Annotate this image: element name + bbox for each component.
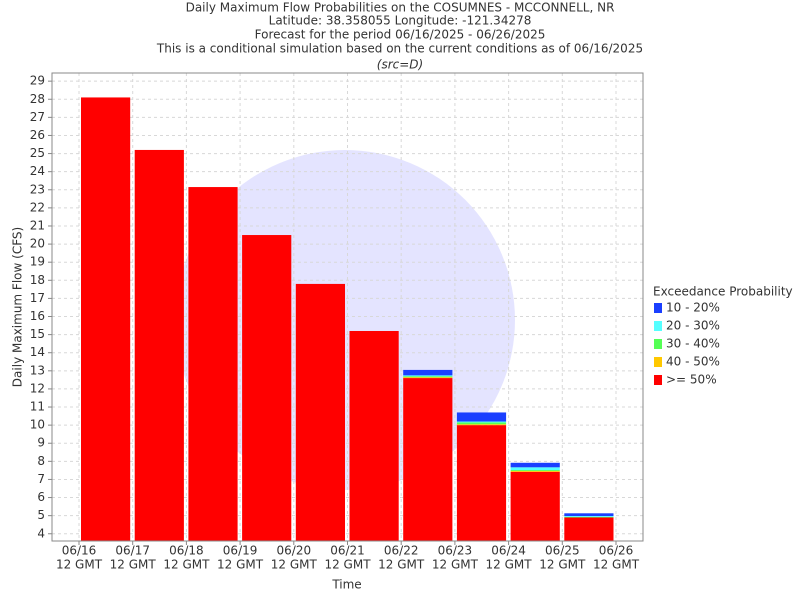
bar-segment <box>81 97 131 541</box>
y-tick-label: 8 <box>37 454 45 468</box>
bar-segment <box>403 375 453 377</box>
y-tick-label: 15 <box>30 327 45 341</box>
bar-segment <box>403 369 453 376</box>
subtitle: (src=D) <box>377 58 423 72</box>
y-tick-label: 29 <box>30 74 45 88</box>
title-line: Latitude: 38.358055 Longitude: -121.3427… <box>269 14 532 28</box>
bar-segment <box>510 462 560 468</box>
bar-segment <box>564 516 614 517</box>
legend-swatch <box>654 375 662 385</box>
y-tick-label: 5 <box>37 508 45 522</box>
x-tick-label: 06/24 <box>491 544 526 558</box>
bar-segment <box>134 149 184 541</box>
y-tick-label: 12 <box>30 381 45 395</box>
bar-segment <box>349 330 399 541</box>
y-tick-label: 17 <box>30 291 45 305</box>
x-axis-label: Time <box>331 578 361 592</box>
bar-segment <box>403 376 453 378</box>
x-tick-label: 12 GMT <box>432 558 479 572</box>
bar-segment <box>456 422 507 425</box>
x-tick-label: 12 GMT <box>110 558 157 572</box>
x-tick-label: 06/18 <box>169 544 204 558</box>
title-line: Forecast for the period 06/16/2025 - 06/… <box>255 28 546 42</box>
y-tick-label: 23 <box>30 182 45 196</box>
y-tick-label: 16 <box>30 309 45 323</box>
y-tick-label: 20 <box>30 237 45 251</box>
legend-swatch <box>654 303 662 313</box>
x-tick-label: 06/19 <box>223 544 258 558</box>
x-tick-label: 12 GMT <box>593 558 640 572</box>
y-axis-label: Daily Maximum Flow (CFS) <box>11 227 25 387</box>
x-tick-label: 12 GMT <box>163 558 210 572</box>
legend-title: Exceedance Probability <box>653 285 793 299</box>
bar-segment <box>403 378 453 541</box>
legend-label: >= 50% <box>666 373 717 387</box>
x-tick-label: 06/25 <box>545 544 580 558</box>
legend-label: 40 - 50% <box>666 355 720 369</box>
bar-segment <box>295 283 345 541</box>
bar-segment <box>564 513 614 517</box>
x-tick-label: 06/22 <box>384 544 419 558</box>
y-tick-label: 11 <box>30 400 45 414</box>
legend-label: 10 - 20% <box>666 301 720 315</box>
legend-swatch <box>654 339 662 349</box>
bar-segment <box>188 187 238 541</box>
y-tick-label: 13 <box>30 363 45 377</box>
bar-segment <box>242 235 292 541</box>
y-tick-label: 14 <box>30 345 45 359</box>
y-tick-label: 7 <box>37 472 45 486</box>
bar-segment <box>510 471 560 541</box>
y-tick-label: 6 <box>37 490 45 504</box>
x-tick-label: 06/26 <box>599 544 634 558</box>
y-tick-label: 25 <box>30 146 45 160</box>
plot-border <box>51 72 644 542</box>
x-tick-label: 12 GMT <box>271 558 318 572</box>
title-line: Daily Maximum Flow Probabilities on the … <box>186 1 615 15</box>
y-tick-label: 4 <box>37 526 45 540</box>
legend-label: 30 - 40% <box>666 337 720 351</box>
bar-segment <box>564 516 614 518</box>
x-tick-label: 12 GMT <box>56 558 103 572</box>
bar-segment <box>456 421 507 423</box>
y-tick-label: 28 <box>30 92 45 106</box>
legend-swatch <box>654 321 662 331</box>
y-tick-label: 22 <box>30 200 45 214</box>
bar-segment <box>510 470 560 472</box>
bar-segment <box>456 424 507 426</box>
x-tick-label: 12 GMT <box>324 558 371 572</box>
y-tick-label: 18 <box>30 273 45 287</box>
bar-segment <box>564 517 614 541</box>
legend-swatch <box>654 357 662 367</box>
bar-segment <box>456 412 507 422</box>
legend-label: 20 - 30% <box>666 319 720 333</box>
y-tick-label: 10 <box>30 418 45 432</box>
bar-segment <box>456 425 507 541</box>
x-tick-label: 12 GMT <box>378 558 425 572</box>
y-tick-label: 24 <box>30 164 45 178</box>
y-tick-label: 26 <box>30 128 45 142</box>
bar-segment <box>403 377 453 379</box>
x-tick-label: 12 GMT <box>217 558 264 572</box>
bar-segment <box>510 467 560 471</box>
bar-segment <box>510 470 560 471</box>
x-tick-label: 06/23 <box>438 544 473 558</box>
x-tick-label: 06/21 <box>330 544 365 558</box>
y-tick-label: 27 <box>30 110 45 124</box>
x-tick-label: 12 GMT <box>486 558 533 572</box>
y-tick-label: 9 <box>37 436 45 450</box>
x-tick-label: 12 GMT <box>539 558 586 572</box>
x-tick-label: 06/16 <box>62 544 97 558</box>
title-line: This is a conditional simulation based o… <box>156 42 643 56</box>
y-tick-label: 19 <box>30 255 45 269</box>
x-tick-label: 06/20 <box>277 544 312 558</box>
x-tick-label: 06/17 <box>115 544 150 558</box>
y-tick-label: 21 <box>30 218 45 232</box>
